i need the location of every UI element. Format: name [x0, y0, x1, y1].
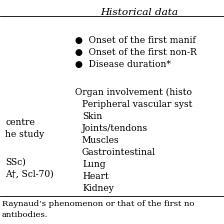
- Text: Raynaud’s phenomenon or that of the first no: Raynaud’s phenomenon or that of the firs…: [2, 200, 194, 208]
- Text: Lung: Lung: [82, 160, 106, 169]
- Text: A†, Scl-70): A†, Scl-70): [5, 170, 54, 179]
- Text: he study: he study: [5, 130, 44, 139]
- Text: Historical data: Historical data: [100, 8, 178, 17]
- Text: Heart: Heart: [82, 172, 109, 181]
- Text: Joints/tendons: Joints/tendons: [82, 124, 148, 133]
- Text: antibodies.: antibodies.: [2, 211, 48, 219]
- Text: Peripheral vascular syst: Peripheral vascular syst: [82, 100, 192, 109]
- Text: Muscles: Muscles: [82, 136, 120, 145]
- Text: Kidney: Kidney: [82, 184, 114, 193]
- Text: Skin: Skin: [82, 112, 102, 121]
- Text: Organ involvement (histo: Organ involvement (histo: [75, 88, 192, 97]
- Text: ●  Onset of the first non-R: ● Onset of the first non-R: [75, 48, 197, 57]
- Text: ●  Disease duration*: ● Disease duration*: [75, 60, 171, 69]
- Text: Gastrointestinal: Gastrointestinal: [82, 148, 156, 157]
- Text: SSc): SSc): [5, 158, 26, 167]
- Text: centre: centre: [5, 118, 35, 127]
- Text: ●  Onset of the first manif: ● Onset of the first manif: [75, 36, 196, 45]
